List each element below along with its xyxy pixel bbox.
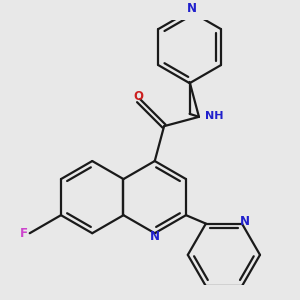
- Text: N: N: [150, 230, 160, 243]
- Text: O: O: [134, 90, 144, 103]
- Text: N: N: [240, 215, 250, 228]
- Text: NH: NH: [205, 111, 223, 121]
- Text: F: F: [20, 227, 28, 240]
- Text: N: N: [187, 2, 196, 15]
